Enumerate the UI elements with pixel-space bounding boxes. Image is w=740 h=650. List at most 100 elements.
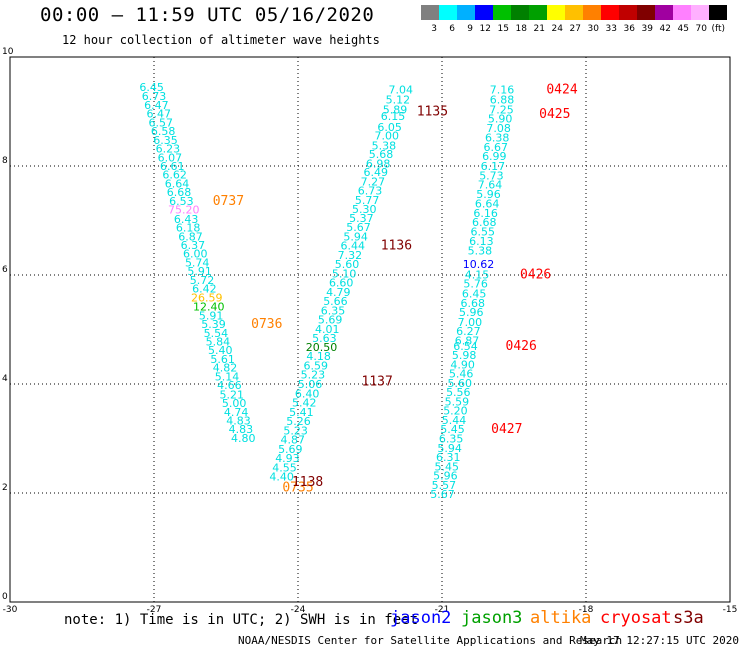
wave-height-label: 4.18	[306, 350, 331, 363]
wave-height-label: 6.44	[340, 240, 365, 253]
wave-height-label: 6.68	[472, 216, 497, 229]
wave-height-label: 10.62	[463, 258, 495, 271]
wave-height-label: 6.98	[366, 157, 391, 170]
wave-height-label: 6.35	[153, 134, 178, 147]
colorbar-label: 27	[570, 24, 581, 34]
wave-height-label: 20.50	[306, 341, 338, 354]
wave-height-label: 6.64	[475, 198, 500, 211]
y-tick-label: 8	[2, 156, 8, 166]
wave-height-label: 5.00	[222, 397, 247, 410]
x-tick-label: -30	[3, 605, 18, 615]
wave-height-label: 5.23	[283, 424, 308, 437]
wave-height-label: 4.01	[315, 323, 340, 336]
wave-height-label: 7.00	[458, 316, 483, 329]
wave-height-label: 6.45	[462, 288, 487, 301]
colorbar-swatch	[511, 5, 529, 20]
wave-height-label: 7.00	[375, 129, 400, 142]
colorbar-label: 6	[449, 24, 455, 34]
chart-title: 00:00 – 11:59 UTC 05/16/2020	[40, 4, 375, 26]
y-tick-label: 4	[2, 374, 8, 384]
pass-time-label: 1136	[381, 239, 412, 254]
wave-height-label: 5.61	[210, 353, 235, 366]
wave-height-label: 6.05	[377, 121, 402, 134]
wave-height-label: 7.64	[478, 179, 503, 192]
wave-height-label: 6.15	[381, 110, 406, 123]
wave-height-label: 4.55	[272, 461, 297, 474]
wave-height-label: 6.68	[460, 297, 485, 310]
colorbar-label: 24	[552, 24, 564, 34]
y-tick-label: 6	[2, 265, 8, 275]
wave-height-label: 6.16	[473, 207, 498, 220]
wave-height-label: 6.23	[156, 143, 181, 156]
wave-height-label: 5.69	[278, 443, 303, 456]
y-tick-label: 0	[2, 592, 8, 602]
pass-time-label: 0735	[282, 481, 313, 496]
wave-height-label: 5.74	[185, 256, 210, 269]
colorbar-swatch	[529, 5, 547, 20]
wave-height-label: 5.98	[452, 349, 477, 362]
wave-height-label: 5.84	[206, 335, 231, 348]
wave-height-label: 5.60	[448, 377, 473, 390]
colorbar: 3 6 9 12 15 18 21 24 27 30 33 36 39 42 45 70 (ft)	[421, 5, 727, 34]
wave-height-label: 4.87	[280, 434, 305, 447]
wave-height-label: 6.47	[147, 108, 172, 121]
wave-height-label: 5.06	[298, 378, 323, 391]
wave-height-label: 7.32	[338, 249, 363, 262]
wave-height-label: 5.42	[292, 397, 317, 410]
wave-height-label: 5.20	[443, 405, 468, 418]
wave-height-label: 5.73	[479, 169, 504, 182]
wave-height-label: 6.27	[456, 325, 481, 338]
y-tick-label: 10	[2, 47, 14, 57]
colorbar-label: 70	[696, 24, 708, 34]
wave-height-label: 6.00	[183, 248, 208, 261]
colorbar-swatch	[673, 5, 691, 20]
wave-height-label: 7.27	[361, 175, 386, 188]
timestamp-text: May 17 12:27:15 UTC 2020	[580, 634, 739, 647]
wave-height-label: 6.54	[453, 340, 478, 353]
wave-height-label: 12.40	[193, 301, 225, 314]
pass-time-label: 0424	[546, 83, 577, 98]
colorbar-swatch	[691, 5, 709, 20]
wave-height-label: 5.30	[352, 203, 377, 216]
wave-height-label: 6.49	[364, 166, 389, 179]
wave-height-label: 6.88	[490, 94, 515, 107]
wave-height-label: 5.38	[468, 244, 493, 257]
wave-height-label: 7.25	[489, 103, 514, 116]
wave-height-label: 5.37	[349, 212, 374, 225]
wave-height-label: 5.40	[208, 344, 233, 357]
x-tick-label: -15	[723, 605, 738, 615]
wave-height-label: 6.37	[181, 239, 206, 252]
wave-height-label: 5.89	[383, 103, 408, 116]
wave-height-label: 5.41	[289, 406, 314, 419]
colorbar-label: 9	[467, 24, 473, 34]
wave-height-label: 5.94	[343, 230, 368, 243]
wave-height-label: 6.40	[295, 387, 320, 400]
wave-height-label: 6.68	[167, 186, 192, 199]
wave-height-label: 5.46	[449, 368, 474, 381]
wave-height-label: 5.96	[476, 188, 501, 201]
wave-height-label: 5.96	[459, 306, 484, 319]
colorbar-label: 33	[606, 24, 617, 34]
wave-height-label: 5.38	[372, 139, 397, 152]
pass-time-label: 0426	[506, 339, 537, 354]
legend-cryosat: cryosat	[600, 608, 672, 628]
y-tick-label: 2	[2, 483, 8, 493]
wave-height-label: 4.93	[275, 452, 300, 465]
colorbar-label: 45	[678, 24, 689, 34]
colorbar-label: 36	[624, 24, 636, 34]
wave-height-label: 5.67	[430, 488, 455, 501]
colorbar-label: (ft)	[711, 24, 725, 34]
colorbar-swatch	[655, 5, 673, 20]
wave-height-label: 6.17	[481, 160, 506, 173]
wave-height-label: 5.77	[355, 194, 380, 207]
wave-height-label: 4.90	[450, 358, 475, 371]
wave-height-label: 6.87	[178, 230, 203, 243]
colorbar-label: 30	[588, 24, 600, 34]
wave-height-label: 6.18	[176, 222, 201, 235]
legend-s3a: s3a	[673, 608, 704, 628]
wave-height-label: 5.56	[446, 386, 471, 399]
wave-height-label: 6.13	[469, 235, 494, 248]
colorbar-swatch	[493, 5, 511, 20]
wave-height-label: 5.44	[442, 414, 467, 427]
x-tick-label: -18	[579, 605, 594, 615]
